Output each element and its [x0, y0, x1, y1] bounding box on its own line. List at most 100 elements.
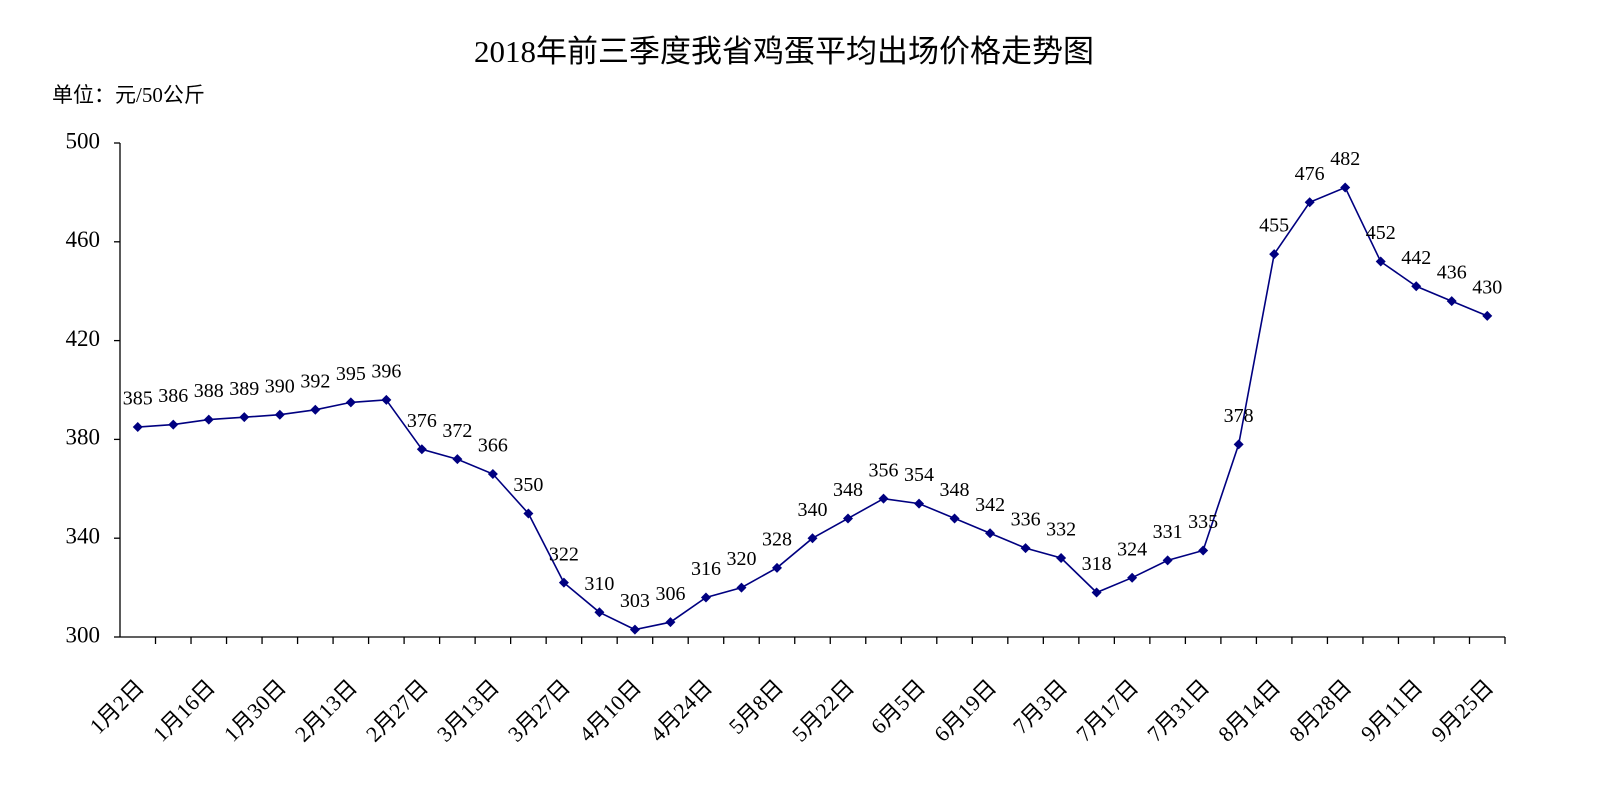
- marker: [1056, 552, 1067, 563]
- marker: [594, 607, 605, 618]
- data-label: 350: [513, 474, 543, 496]
- marker: [132, 422, 143, 433]
- marker: [771, 562, 782, 573]
- data-label: 342: [975, 494, 1005, 516]
- marker: [203, 414, 214, 425]
- data-label: 392: [300, 370, 330, 392]
- x-tick-label: 9月11日: [1356, 674, 1428, 746]
- data-label: 385: [123, 388, 153, 410]
- data-label: 336: [1011, 509, 1041, 531]
- data-label: 328: [762, 528, 792, 550]
- marker: [1020, 543, 1031, 554]
- marker: [523, 508, 534, 519]
- data-label: 324: [1117, 538, 1147, 560]
- y-tick-label: 380: [66, 425, 101, 450]
- data-label: 430: [1472, 276, 1502, 298]
- marker: [665, 617, 676, 628]
- data-label: 348: [940, 479, 970, 501]
- y-axis-label: 单位：元/50公斤: [52, 83, 205, 107]
- data-label: 378: [1224, 405, 1254, 427]
- data-label: 376: [407, 410, 437, 432]
- marker: [1091, 587, 1102, 598]
- x-tick-label: 9月25日: [1426, 674, 1498, 746]
- marker: [1375, 256, 1386, 267]
- marker: [1269, 249, 1280, 260]
- data-label: 452: [1366, 222, 1396, 244]
- marker: [1198, 545, 1209, 556]
- data-label: 331: [1153, 521, 1183, 543]
- marker: [736, 582, 747, 593]
- data-label: 389: [229, 378, 259, 400]
- x-tick-label: 6月5日: [866, 674, 930, 738]
- line: [137, 186, 1488, 631]
- data-label: 335: [1188, 511, 1218, 533]
- data-label: 318: [1082, 553, 1112, 575]
- marker: [843, 513, 854, 524]
- data-label: 372: [442, 420, 472, 442]
- x-tick-label: 4月10日: [574, 674, 646, 746]
- marker: [310, 404, 321, 415]
- data-label: 356: [869, 459, 899, 481]
- x-tick-label: 1月16日: [148, 674, 220, 746]
- marker: [1233, 439, 1244, 450]
- x-tick-label: 8月14日: [1213, 674, 1285, 746]
- data-label: 395: [336, 363, 366, 385]
- x-tick-label: 8月28日: [1284, 674, 1356, 746]
- marker: [416, 444, 427, 455]
- x-tick-label: 3月27日: [503, 674, 575, 746]
- data-label: 386: [158, 385, 188, 407]
- data-label: 303: [620, 590, 650, 612]
- x-tick-label: 5月22日: [787, 674, 859, 746]
- y-tick-label: 420: [66, 326, 101, 351]
- marker: [1304, 197, 1315, 208]
- marker: [807, 533, 818, 544]
- x-tick-label: 5月8日: [724, 674, 788, 738]
- marker: [1162, 555, 1173, 566]
- data-label: 442: [1401, 247, 1431, 269]
- marker: [878, 493, 889, 504]
- x-tick-label: 7月31日: [1142, 674, 1214, 746]
- marker: [1446, 296, 1457, 307]
- data-label: 390: [265, 375, 295, 397]
- marker: [452, 454, 463, 465]
- data-label: 354: [904, 464, 934, 486]
- x-tick-label: 7月3日: [1008, 674, 1072, 738]
- marker: [1411, 281, 1422, 292]
- x-tick-label: 1月30日: [219, 674, 291, 746]
- x-tick-label: 2月27日: [361, 674, 433, 746]
- data-label: 340: [798, 499, 828, 521]
- data-label: 332: [1046, 519, 1076, 541]
- x-tick-label: 3月13日: [432, 674, 504, 746]
- data-label: 320: [726, 548, 756, 570]
- x-tick-label: 6月19日: [929, 674, 1001, 746]
- marker: [239, 412, 250, 423]
- marker: [985, 528, 996, 539]
- data-label: 366: [478, 435, 508, 457]
- marker: [487, 468, 498, 479]
- data-label: 455: [1259, 215, 1289, 237]
- marker: [949, 513, 960, 524]
- data-label: 482: [1330, 148, 1360, 170]
- x-tick-label: 4月24日: [645, 674, 717, 746]
- marker: [558, 577, 569, 588]
- data-label: 396: [371, 360, 401, 382]
- marker: [168, 419, 179, 430]
- y-tick-label: 500: [66, 128, 101, 153]
- data-label: 316: [691, 558, 721, 580]
- y-tick-label: 460: [66, 227, 101, 252]
- marker: [914, 498, 925, 509]
- data-label: 348: [833, 479, 863, 501]
- data-label: 388: [194, 380, 224, 402]
- x-tick-label: 1月2日: [85, 674, 149, 738]
- x-tick-label: 2月13日: [290, 674, 362, 746]
- marker: [274, 409, 285, 420]
- data-label: 436: [1437, 262, 1467, 284]
- chart-title: 2018年前三季度我省鸡蛋平均出场价格走势图: [474, 34, 1094, 69]
- y-tick-label: 340: [66, 523, 101, 548]
- marker: [629, 624, 640, 635]
- x-tick-label: 7月17日: [1071, 674, 1143, 746]
- marker: [1127, 572, 1138, 583]
- marker: [1340, 182, 1351, 193]
- marker: [1482, 310, 1493, 321]
- marker: [700, 592, 711, 603]
